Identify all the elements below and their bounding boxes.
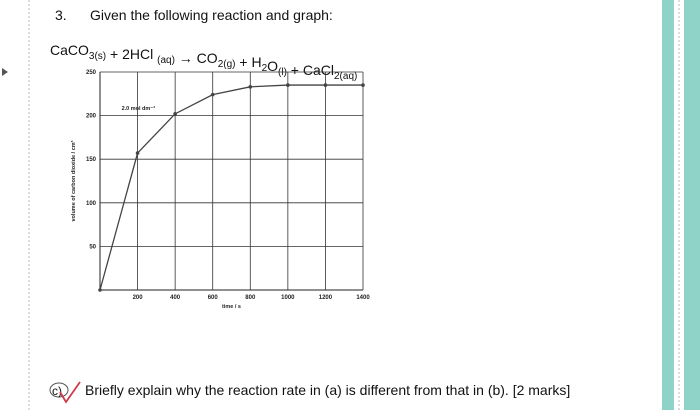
x-tick-label: 400 [170, 295, 181, 301]
x-tick-label: 600 [208, 295, 219, 301]
equation-part: O [267, 58, 278, 74]
x-tick-label: 1200 [319, 295, 333, 301]
data-point [323, 83, 328, 87]
equation-part: CaCO [50, 42, 89, 58]
side-arrow [2, 68, 8, 76]
data-point [98, 288, 102, 292]
question-prompt: Given the following reaction and graph: [90, 7, 333, 23]
x-tick-label: 800 [245, 295, 256, 301]
equation-subscript: (aq) [157, 55, 175, 66]
equation-part: + 2HCl [106, 46, 157, 62]
right-bar [662, 0, 674, 410]
check-mark [59, 381, 81, 404]
x-tick-label: 200 [133, 295, 144, 301]
y-tick-label: 250 [86, 70, 97, 76]
equation-subscript: 3(s) [89, 51, 106, 62]
question-number: 3. [55, 7, 67, 23]
equation-subscript: 2(g) [218, 59, 236, 70]
right-bar [684, 0, 700, 410]
equation-subscript: (l) [278, 67, 287, 78]
data-point [286, 83, 290, 87]
equation-part: + H [235, 54, 261, 70]
y-tick-label: 200 [86, 114, 97, 120]
equation-subscript: 2(aq) [334, 71, 357, 82]
data-point [135, 151, 140, 155]
y-tick-label: 150 [86, 157, 97, 163]
part-text: Briefly explain why the reaction rate in… [85, 382, 570, 398]
y-axis-label: volume of carbon dioxide / cm³ [70, 140, 77, 221]
x-axis-label: time / s [222, 304, 241, 310]
equation-part: → CO [175, 50, 218, 66]
x-tick-label: 1000 [281, 295, 295, 301]
series-label: 2.0 mol dm⁻³ [122, 105, 156, 112]
equation: CaCO3(s) + 2HCl (aq) → CO2(g) + H2O(l) +… [50, 42, 357, 82]
y-tick-label: 100 [86, 201, 97, 207]
x-tick-label: 1400 [356, 295, 370, 301]
data-point [361, 83, 365, 87]
equation-part: + CaCl [287, 62, 334, 78]
y-tick-label: 50 [89, 244, 96, 250]
part-label: c) [52, 384, 62, 398]
data-point [173, 112, 177, 116]
part-circle [49, 382, 69, 398]
data-line [99, 84, 363, 291]
data-point [210, 92, 215, 97]
equation-subscript: 2 [262, 63, 268, 74]
data-point [248, 85, 253, 89]
